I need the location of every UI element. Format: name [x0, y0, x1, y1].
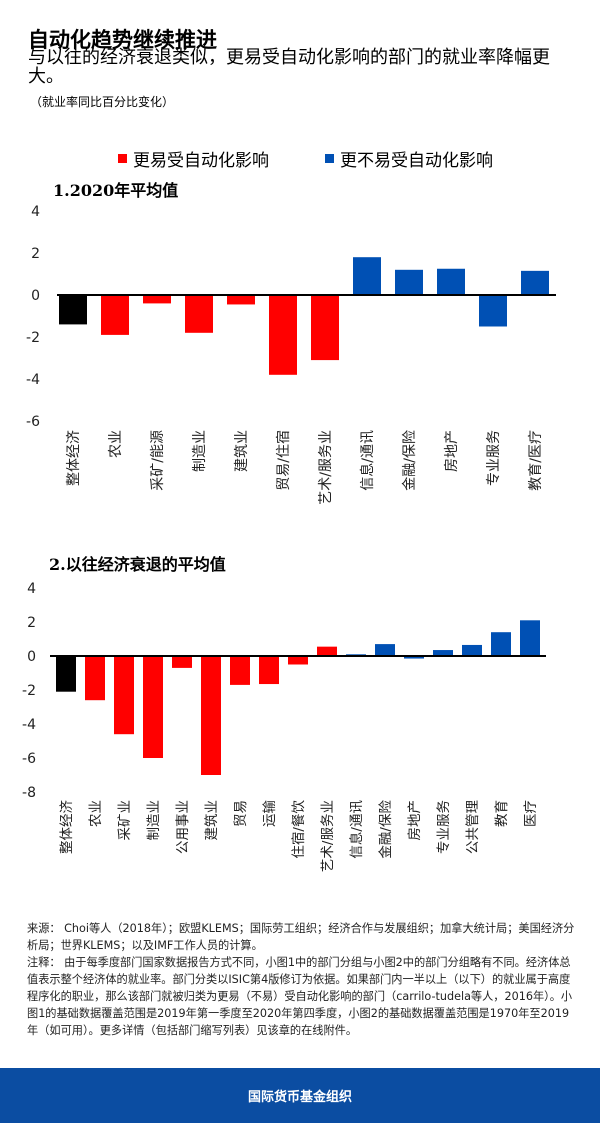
legend-label: 更不易受自动化影响	[340, 151, 493, 171]
legend-swatch-red	[118, 154, 127, 163]
page-title: 自动化趋势继续推进	[28, 28, 217, 52]
y-tick-label: -6	[26, 414, 40, 430]
bar-房地产	[437, 268, 465, 295]
legend-swatch-blue	[325, 154, 334, 163]
x-tick-label: 医疗	[523, 800, 539, 827]
bar-农业	[85, 656, 105, 701]
bar-专业服务	[479, 295, 507, 327]
footnote: 注释： 由于每季度部门国家数据报告方式不同，小图1中的部门分组与小图2中的部门分…	[27, 956, 573, 1037]
y-tick-label: 4	[27, 581, 36, 597]
y-tick-label: -4	[22, 717, 36, 733]
bar-房地产	[404, 656, 424, 659]
x-tick-label: 建筑业	[234, 430, 250, 472]
x-tick-label: 专业服务	[436, 800, 452, 854]
x-tick-label: 金融/保险	[378, 800, 394, 859]
x-tick-label: 艺术/服务业	[320, 800, 336, 872]
footer-bar: 国际货币基金组织	[0, 1068, 600, 1123]
y-tick-label: -2	[22, 683, 36, 699]
bar-艺术/服务业	[311, 295, 339, 361]
x-tick-label: 信息/通讯	[359, 430, 376, 491]
x-tick-label: 制造业	[146, 800, 162, 841]
chart-title: 1.2020年平均值	[53, 181, 178, 200]
legend-label: 更易受自动化影响	[133, 151, 269, 171]
y-tick-label: 2	[31, 246, 40, 262]
y-tick-label: -4	[26, 372, 40, 388]
unit-label: （就业率同比百分比变化）	[30, 95, 175, 109]
bar-信息/通讯	[353, 257, 381, 295]
y-tick-label: -2	[26, 330, 40, 346]
bar-公共管理	[462, 644, 482, 656]
x-tick-label: 教育	[494, 800, 510, 827]
bar-农业	[101, 295, 129, 335]
x-tick-label: 教育/医疗	[528, 430, 544, 491]
bar-制造业	[143, 656, 163, 758]
x-tick-label: 农业	[108, 430, 124, 458]
x-tick-label: 建筑业	[204, 800, 220, 841]
bar-采矿业	[114, 656, 134, 735]
bar-贸易	[230, 656, 250, 685]
x-tick-label: 整体经济	[59, 800, 75, 854]
x-tick-label: 艺术/服务业	[318, 430, 334, 505]
y-tick-label: 4	[31, 204, 40, 220]
x-tick-label: 采矿业	[117, 800, 133, 841]
legend: 更易受自动化影响 更不易受自动化影响	[118, 146, 493, 171]
bar-建筑业	[227, 295, 255, 305]
y-tick-label: 0	[27, 649, 36, 665]
bar-金融/保险	[395, 269, 423, 295]
bar-专业服务	[433, 650, 453, 656]
bar-采矿/能源	[143, 295, 171, 304]
x-tick-label: 房地产	[444, 430, 460, 472]
x-tick-label: 公共管理	[465, 800, 481, 854]
bar-教育/医疗	[521, 270, 549, 295]
x-tick-label: 信息/通讯	[348, 800, 365, 859]
x-tick-label: 采矿/能源	[150, 430, 166, 491]
x-tick-label: 金融/保险	[402, 430, 418, 491]
bar-建筑业	[201, 656, 221, 775]
y-tick-label: -6	[22, 751, 36, 767]
x-tick-label: 贸易	[233, 800, 249, 827]
bar-整体经济	[59, 295, 87, 325]
footer-org: 国际货币基金组织	[247, 1090, 352, 1105]
x-tick-label: 专业服务	[486, 430, 502, 486]
bar-医疗	[520, 620, 540, 656]
bar-艺术/服务业	[317, 646, 337, 656]
notes: 来源： Choi等人（2018年）；欧盟KLEMS；国际劳工组织；经济合作与发展…	[27, 920, 575, 1039]
x-tick-label: 整体经济	[66, 430, 82, 486]
x-tick-label: 运输	[262, 800, 278, 828]
bar-金融/保险	[375, 644, 395, 656]
bar-整体经济	[56, 656, 76, 692]
x-tick-label: 住宿/餐饮	[290, 800, 307, 859]
source-note: 来源： Choi等人（2018年）；欧盟KLEMS；国际劳工组织；经济合作与发展…	[27, 922, 575, 952]
x-tick-label: 农业	[88, 800, 104, 827]
bar-公用事业	[172, 656, 192, 668]
bar-制造业	[185, 295, 213, 333]
page-subtitle: 与以往的经济衰退类似，更易受自动化影响的部门的就业率降幅更大。	[28, 47, 550, 87]
bar-运输	[259, 656, 279, 685]
x-tick-label: 制造业	[192, 430, 208, 472]
x-tick-label: 公用事业	[175, 800, 191, 854]
chart-title: 2.以往经济衰退的平均值	[49, 555, 226, 574]
legend-item-less: 更不易受自动化影响	[325, 146, 493, 171]
legend-item-more: 更易受自动化影响	[118, 146, 269, 171]
x-tick-label: 贸易/住宿	[275, 430, 292, 491]
y-tick-label: 2	[27, 615, 36, 631]
y-tick-label: 0	[31, 288, 40, 304]
bar-贸易/住宿	[269, 295, 297, 375]
bar-住宿/餐饮	[288, 656, 308, 665]
x-tick-label: 房地产	[407, 800, 423, 841]
bar-教育	[491, 632, 511, 656]
y-tick-label: -8	[22, 785, 36, 801]
